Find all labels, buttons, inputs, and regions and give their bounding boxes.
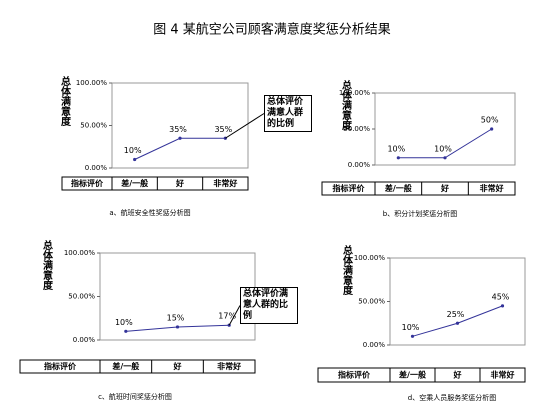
- y-tick-label: 0.00%: [363, 341, 386, 349]
- data-label: 17%: [218, 312, 236, 321]
- category-row: [19, 359, 256, 374]
- data-line: [134, 137, 226, 160]
- data-label: 10%: [434, 144, 452, 153]
- y-tick-label: 0.00%: [85, 164, 108, 172]
- y-axis-label: 总体满意度: [41, 239, 53, 291]
- chart-caption: d、空乘人员服务奖惩分析图: [408, 393, 496, 402]
- data-point: [178, 136, 182, 140]
- y-tick-label: 100.00%: [339, 89, 370, 97]
- data-point: [410, 334, 415, 338]
- category-header: 指标评价: [71, 178, 104, 188]
- data-point: [443, 156, 447, 160]
- chart-caption: a、航班安全性奖惩分析图: [109, 208, 190, 217]
- data-label: 15%: [167, 313, 185, 322]
- category-row: [317, 367, 526, 383]
- category-header: 指标评价: [333, 183, 366, 193]
- y-tick-label: 100.00%: [76, 79, 107, 87]
- data-point: [490, 127, 494, 131]
- annotation: 总体评价满意人群的比例: [264, 95, 312, 132]
- annotation-leader: [228, 305, 241, 326]
- plot-area: [389, 257, 526, 346]
- data-point: [396, 156, 400, 160]
- y-axis-label: 总体满意度: [59, 75, 71, 127]
- x-tick-label: 差/一般: [384, 183, 412, 193]
- data-point: [175, 325, 180, 329]
- y-axis-label: 总体满意度: [340, 79, 352, 131]
- x-tick-label: 非常好: [491, 370, 515, 380]
- y-tick-label: 100.00%: [354, 254, 385, 262]
- data-label: 10%: [402, 323, 420, 332]
- y-tick-label: 50.00%: [68, 293, 95, 301]
- data-point: [500, 304, 505, 308]
- category-header: 指标评价: [338, 370, 371, 380]
- x-tick-label: 非常好: [480, 183, 504, 193]
- data-label: 10%: [115, 318, 133, 327]
- category-row: [61, 176, 249, 191]
- y-tick-label: 0.00%: [73, 336, 96, 344]
- y-tick-label: 50.00%: [358, 298, 385, 306]
- category-row: [321, 181, 516, 196]
- category-header: 指标评价: [44, 361, 77, 371]
- x-tick-label: 差/一般: [111, 361, 139, 371]
- x-tick-label: 非常好: [217, 361, 241, 371]
- chart-caption: b、积分计划奖惩分析图: [383, 209, 457, 218]
- x-tick-label: 差/一般: [120, 178, 148, 188]
- data-point: [455, 321, 460, 325]
- y-tick-label: 100.00%: [64, 249, 95, 257]
- x-tick-label: 好: [173, 361, 182, 371]
- y-tick-label: 50.00%: [80, 122, 107, 130]
- data-point: [133, 157, 137, 162]
- x-tick-label: 好: [440, 183, 449, 193]
- chart-caption: c、航班时间奖惩分析图: [98, 392, 172, 401]
- data-point: [124, 329, 128, 333]
- data-label: 25%: [447, 310, 465, 319]
- data-label: 10%: [387, 144, 405, 153]
- annotation-leader: [225, 113, 265, 139]
- plot-area: [374, 92, 516, 166]
- y-tick-label: 50.00%: [343, 125, 370, 133]
- y-tick-label: 0.00%: [348, 161, 371, 169]
- x-tick-label: 好: [453, 370, 462, 380]
- data-label: 35%: [214, 125, 232, 134]
- figure-title: 图 4 某航空公司顾客满意度奖惩分析结果: [153, 22, 391, 38]
- data-label: 45%: [492, 292, 510, 301]
- data-label: 35%: [169, 125, 187, 134]
- data-label: 50%: [481, 116, 499, 125]
- x-tick-label: 非常好: [213, 178, 237, 188]
- annotation: 总体评价满意人群的比例: [240, 287, 298, 324]
- x-tick-label: 差/一般: [398, 370, 426, 380]
- y-axis-label: 总体满意度: [341, 244, 353, 296]
- x-tick-label: 好: [175, 178, 184, 188]
- data-label: 10%: [124, 146, 142, 155]
